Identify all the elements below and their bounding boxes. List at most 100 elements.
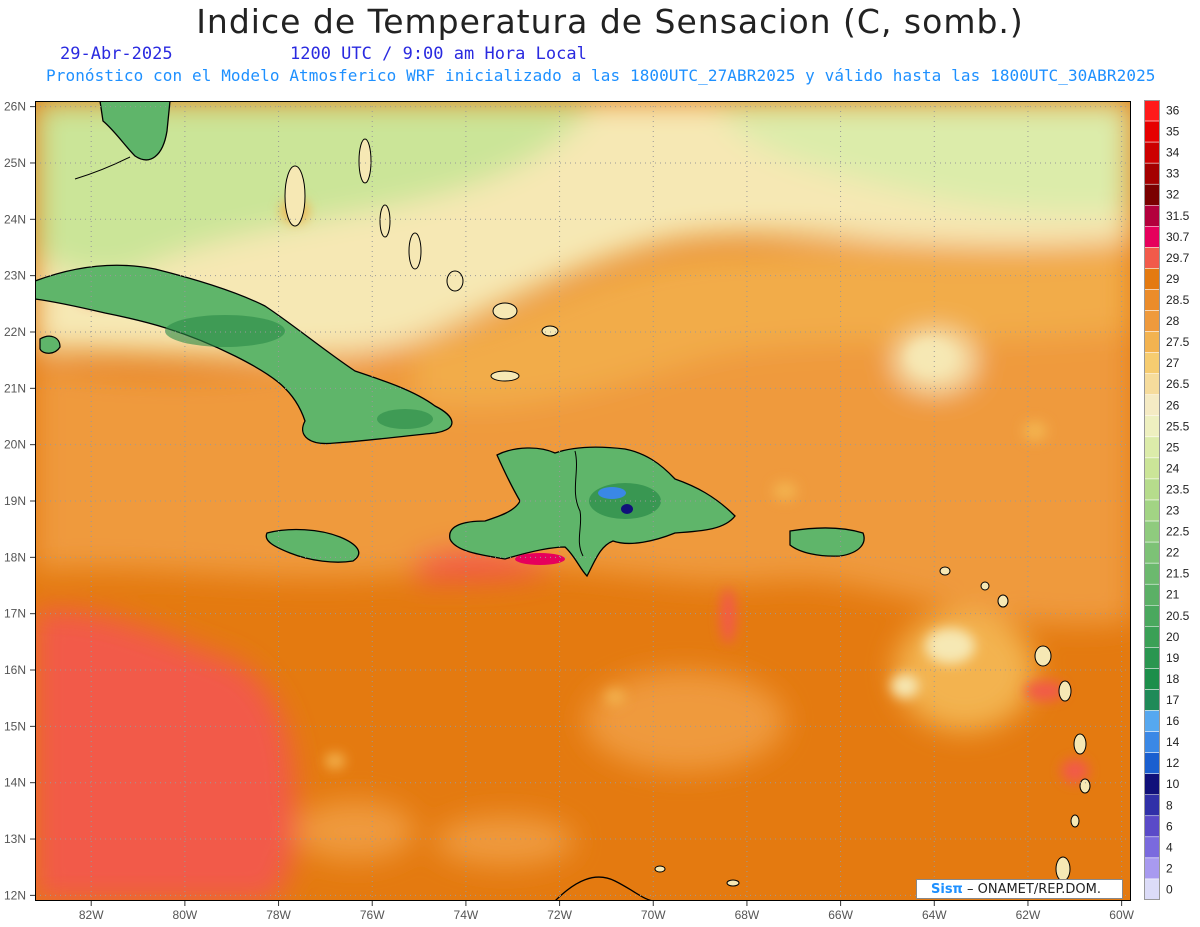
lon-label: 68W <box>735 908 760 922</box>
colorbar-label: 22 <box>1166 546 1180 560</box>
colorbar-label: 33 <box>1166 167 1180 181</box>
cool-spot-2 <box>925 628 975 664</box>
colorbar-swatch <box>1144 205 1161 227</box>
colorbar-swatch <box>1144 310 1161 332</box>
colorbar-swatch <box>1144 141 1161 164</box>
colorbar-swatch <box>1144 352 1161 374</box>
leeward-1 <box>939 566 951 576</box>
colorbar-label: 22.5 <box>1166 525 1190 539</box>
colorbar-swatch <box>1144 120 1161 143</box>
colorbar-swatch <box>1144 878 1161 901</box>
colorbar-label: 35 <box>1166 125 1180 139</box>
field-blobs <box>35 101 1131 901</box>
lat-label: 18N <box>4 550 26 564</box>
mild-blob-e5 <box>585 671 785 771</box>
cool-spot-7 <box>1023 421 1047 441</box>
colorbar-swatch <box>1144 520 1161 543</box>
inagua-island <box>492 302 518 320</box>
colorbar-swatch <box>1144 731 1161 753</box>
colorbar-label: 29 <box>1166 272 1180 286</box>
map-title: Indice de Temperatura de Sensacion (C, s… <box>196 2 1024 41</box>
cool-spot-4 <box>605 689 625 705</box>
hispaniola-border <box>574 450 584 557</box>
sispi-logo: Sisπ <box>931 882 963 897</box>
colorbar-swatch <box>1144 100 1161 122</box>
hispaniola-navy <box>621 504 633 514</box>
colorbar-frame <box>1144 100 1160 900</box>
colorbar-label: 19 <box>1166 651 1180 665</box>
florida-keys <box>74 156 131 180</box>
colorbar-label: 23.5 <box>1166 482 1190 496</box>
lat-label: 16N <box>4 663 26 677</box>
lon-label: 74W <box>454 908 479 922</box>
credit-box: Sisπ – ONAMET/REP.DOM. <box>916 879 1123 899</box>
lat-label: 21N <box>4 381 26 395</box>
jamaica <box>265 528 360 563</box>
lat-label: 17N <box>4 607 26 621</box>
lat-label: 22N <box>4 325 26 339</box>
hispaniola <box>449 446 736 578</box>
colorbar-swatch <box>1144 289 1161 311</box>
colorbar-swatch <box>1144 815 1161 838</box>
andros-island <box>284 165 306 227</box>
colorbar-label: 2 <box>1166 861 1173 875</box>
st-lucia <box>1073 733 1087 755</box>
colorbar-swatch <box>1144 226 1161 248</box>
colorbar-swatch <box>1144 668 1161 690</box>
lat-label: 15N <box>4 719 26 733</box>
lat-label: 26N <box>4 100 26 114</box>
land-layer <box>35 101 865 901</box>
lat-label: 19N <box>4 494 26 508</box>
colorbar-swatch <box>1144 478 1161 501</box>
lon-label: 66W <box>828 908 853 922</box>
cool-spot-3 <box>891 674 919 698</box>
hot-spot-1 <box>1025 681 1065 701</box>
cool-spot-1 <box>908 340 952 372</box>
colorbar-label: 25 <box>1166 440 1180 454</box>
mild-blob-e3 <box>295 801 415 861</box>
model-subtitle: Pronóstico con el Modelo Atmosferico WRF… <box>46 66 1156 85</box>
colorbar-label: 17 <box>1166 693 1180 707</box>
forecast-time: 1200 UTC / 9:00 am Hora Local <box>290 44 587 64</box>
colorbar-swatch <box>1144 162 1161 185</box>
colorbar-swatch <box>1144 857 1161 880</box>
lon-label: 76W <box>360 908 385 922</box>
puerto-rico <box>789 527 865 557</box>
mild-blob-e1 <box>895 611 1035 731</box>
mild-band <box>415 248 1131 408</box>
colorbar-label: 36 <box>1166 104 1180 118</box>
lon-label: 78W <box>266 908 291 922</box>
lon-label: 64W <box>922 908 947 922</box>
colorbar-label: 27 <box>1166 356 1180 370</box>
colorbar-label: 0 <box>1166 882 1173 896</box>
lon-label: 82W <box>79 908 104 922</box>
isla-juventud <box>39 335 61 354</box>
colorbar-swatch <box>1144 394 1161 417</box>
colorbar-swatch <box>1144 710 1161 732</box>
colorbar-label: 24 <box>1166 461 1180 475</box>
colorbar-swatch <box>1144 605 1161 627</box>
colorbar-label: 12 <box>1166 756 1180 770</box>
colorbar-label: 21.5 <box>1166 567 1190 581</box>
colorbar-label: 25.5 <box>1166 419 1190 433</box>
gridlines <box>35 101 1131 901</box>
eleuthera-island <box>358 138 372 184</box>
colorbar-swatch <box>1144 247 1161 269</box>
map-frame <box>35 101 1131 901</box>
colorbar-swatch <box>1144 773 1161 795</box>
hot-southwest <box>35 609 298 901</box>
colorbar: 363534333231.530.729.72928.52827.52726.5… <box>1144 100 1190 901</box>
lat-label: 12N <box>4 888 26 902</box>
guadeloupe <box>1034 645 1052 667</box>
colorbar-label: 32 <box>1166 188 1180 202</box>
colorbar-label: 27.5 <box>1166 335 1190 349</box>
lon-label: 62W <box>1016 908 1041 922</box>
lat-label: 14N <box>4 776 26 790</box>
colorbar-swatch <box>1144 415 1161 438</box>
colorbar-label: 21 <box>1166 588 1180 602</box>
colorbar-swatch <box>1144 689 1161 711</box>
acklins-island <box>446 270 464 292</box>
colorbar-label: 26 <box>1166 398 1180 412</box>
colorbar-swatch <box>1144 541 1161 564</box>
caicos-island <box>490 370 520 382</box>
